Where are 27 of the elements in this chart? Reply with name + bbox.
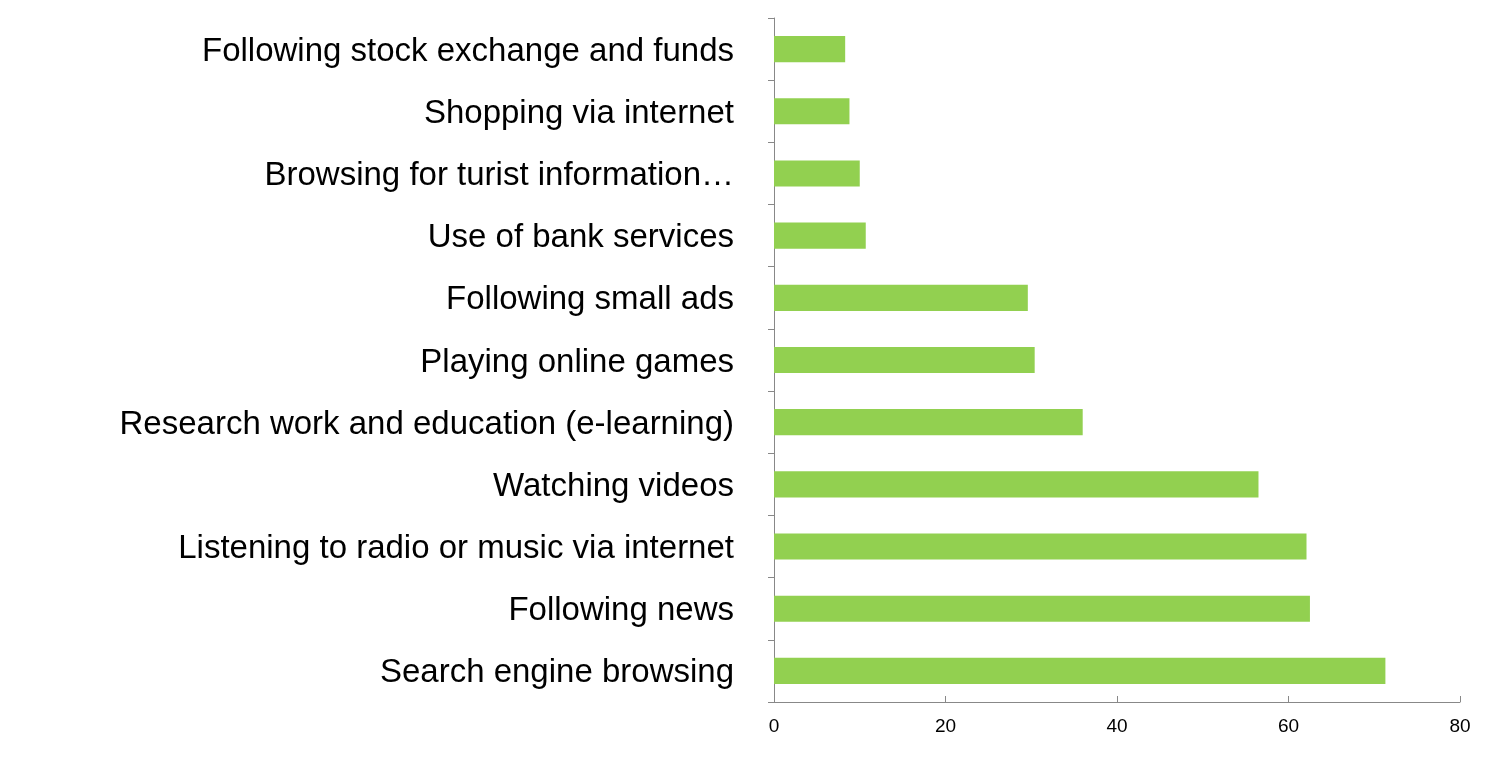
y-tick-label: Use of bank services <box>427 217 734 255</box>
bar <box>774 284 1028 311</box>
x-tick-label: 20 <box>934 715 957 736</box>
y-tick-label: Shopping via internet <box>423 92 734 130</box>
bar <box>774 160 860 187</box>
y-tick-label: Watching videos <box>493 465 734 503</box>
y-tick-label: Playing online games <box>420 341 734 379</box>
bar <box>774 222 866 249</box>
bar <box>774 346 1035 374</box>
bar <box>774 657 1386 684</box>
bar <box>774 533 1307 560</box>
y-tick-label: Browsing for turist information… <box>264 154 734 192</box>
x-tick-label: 80 <box>1449 715 1471 736</box>
y-tick-label: Following small ads <box>446 279 734 317</box>
x-tick-label: 0 <box>768 715 780 736</box>
bar <box>774 471 1259 498</box>
bar <box>774 98 850 125</box>
x-tick-label: 60 <box>1277 715 1300 736</box>
bar <box>774 36 846 63</box>
bar <box>774 595 1310 622</box>
y-tick-label: Search engine browsing <box>379 652 734 690</box>
x-tick-label: 40 <box>1106 715 1128 736</box>
y-tick-label: Listening to radio or music via internet <box>178 528 734 566</box>
bar <box>774 409 1083 436</box>
y-tick-label: Following news <box>508 590 734 628</box>
y-tick-label: Research work and education (e-learning) <box>119 403 734 441</box>
y-tick-label: Following stock exchange and funds <box>202 30 734 68</box>
